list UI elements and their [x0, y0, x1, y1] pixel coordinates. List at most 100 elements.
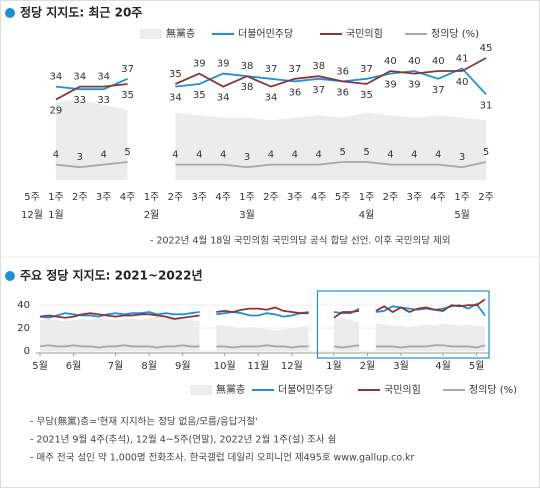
line	[375, 344, 486, 349]
x-tick-label: 4주	[311, 192, 327, 203]
data-label: 37	[121, 64, 134, 75]
x-tick-label: 11월	[247, 360, 269, 372]
legend-label: 정의당 (%)	[431, 28, 479, 40]
data-label: 37	[432, 85, 445, 96]
line	[375, 298, 486, 314]
data-label: 36	[288, 87, 301, 98]
x-tick-label: 2주	[383, 192, 399, 203]
data-label: 3	[459, 152, 465, 163]
x-tick-label: 4주	[215, 192, 231, 203]
area	[175, 112, 487, 180]
legend-label: 無黨층	[216, 383, 245, 396]
x-tick-label: 5월	[32, 360, 48, 372]
data-label: 35	[193, 90, 206, 101]
x-group-label: 12월	[21, 209, 43, 221]
data-label: 34	[265, 93, 278, 104]
footnote: - 매주 전국 성인 약 1,000명 전화조사. 한국갤럽 데일리 오피니언 …	[30, 452, 415, 464]
x-group-label: 1월	[48, 209, 64, 221]
data-label: 4	[316, 150, 322, 161]
data-label: 29	[50, 106, 63, 117]
data-label: 38	[312, 61, 325, 72]
x-tick-label: 3주	[191, 192, 207, 203]
line	[175, 67, 487, 96]
data-label: 35	[360, 90, 373, 101]
data-label: 39	[193, 59, 206, 70]
x-tick-label: 2주	[478, 192, 494, 203]
data-label: 31	[480, 100, 493, 111]
area	[375, 323, 485, 351]
x-tick-label: 4월	[435, 360, 451, 372]
data-label: 5	[483, 147, 489, 158]
chart-note: - 2022년 4월 18일 국민의힘 국민의당 공식 합당 선언. 이후 국민…	[150, 235, 450, 247]
data-label: 34	[50, 72, 63, 83]
data-label: 37	[265, 64, 278, 75]
data-label: 4	[292, 150, 298, 161]
line	[39, 311, 200, 319]
data-label: 39	[384, 80, 397, 91]
x-tick-label: 8월	[141, 360, 157, 372]
footnote: - 2021년 9월 4주(추석), 12월 4~5주(연말), 2022년 2…	[30, 434, 336, 446]
title-bullet	[5, 271, 15, 281]
data-label: 38	[241, 82, 254, 93]
area	[40, 316, 200, 351]
line	[55, 83, 128, 101]
line	[39, 312, 200, 320]
legend-label: 더불어민주당	[278, 384, 333, 396]
data-label: 4	[411, 150, 417, 161]
footnote: - 무당(無黨)층='현재 지지하는 정당 없음/모름/응답거절'	[30, 416, 258, 428]
data-label: 5	[124, 147, 130, 158]
data-label: 36	[336, 87, 349, 98]
data-label: 39	[408, 80, 421, 91]
line	[216, 344, 309, 349]
data-label: 5	[339, 147, 345, 158]
x-tick-label: 3주	[407, 192, 423, 203]
x-tick-label: 1주	[359, 192, 375, 203]
line	[333, 310, 360, 319]
x-group-label: 4월	[359, 209, 375, 221]
data-label: 34	[97, 72, 110, 83]
data-label: 4	[435, 150, 441, 161]
data-label: 4	[196, 150, 202, 161]
x-tick-label: 1주	[454, 192, 470, 203]
data-label: 35	[121, 90, 134, 101]
x-tick-label: 5주	[335, 192, 351, 203]
line	[55, 161, 128, 169]
data-label: 37	[360, 64, 373, 75]
data-label: 4	[53, 150, 59, 161]
data-label: 33	[97, 95, 110, 106]
data-label: 41	[456, 53, 469, 64]
x-tick-label: 12월	[281, 360, 303, 372]
legend-label: 정의당 (%)	[469, 384, 517, 396]
data-label: 37	[312, 85, 325, 96]
line	[39, 344, 200, 349]
data-label: 40	[456, 77, 469, 88]
area	[55, 99, 128, 180]
y-tick-label: 20	[17, 323, 30, 334]
x-tick-label: 2주	[168, 192, 184, 203]
legend-label: 無黨층	[166, 27, 195, 40]
x-tick-label: 1주	[48, 192, 64, 203]
data-label: 40	[432, 56, 445, 67]
data-label: 38	[241, 61, 254, 72]
line	[333, 344, 360, 349]
data-label: 34	[217, 93, 230, 104]
data-label: 4	[172, 150, 178, 161]
x-tick-label: 2주	[263, 192, 279, 203]
area	[216, 324, 309, 351]
data-label: 36	[336, 66, 349, 77]
x-tick-label: 9월	[175, 360, 191, 372]
x-group-label: 5월	[454, 209, 470, 221]
x-tick-label: 10월	[214, 360, 236, 372]
y-tick-label: 40	[17, 300, 30, 311]
line	[175, 161, 487, 169]
data-label: 40	[408, 56, 421, 67]
title-bullet	[5, 8, 15, 18]
data-label: 3	[77, 152, 83, 163]
data-label: 35	[169, 69, 182, 80]
data-label: 3	[244, 152, 250, 163]
highlight-box	[316, 290, 490, 359]
x-tick-label: 7월	[108, 360, 124, 372]
legend-swatch	[190, 385, 212, 395]
data-label: 4	[387, 150, 393, 161]
data-label: 34	[73, 72, 86, 83]
